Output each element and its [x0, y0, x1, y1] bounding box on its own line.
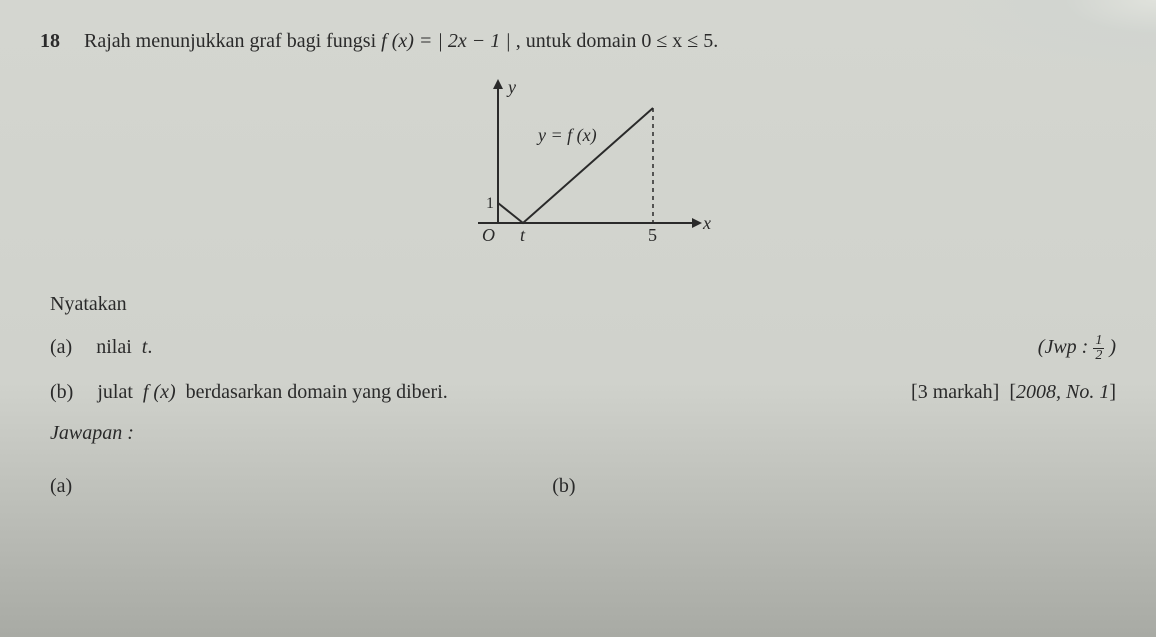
- label-y: y: [506, 77, 516, 97]
- label-1: 1: [486, 195, 494, 212]
- part-b-row: (b) julat f (x) berdasarkan domain yang …: [50, 381, 1116, 404]
- part-a-text: nilai t.: [96, 336, 152, 359]
- part-b-left: (b) julat f (x) berdasarkan domain yang …: [50, 381, 448, 404]
- jwp-num: 1: [1093, 334, 1104, 349]
- label-O: O: [482, 225, 495, 245]
- jawapan: Jawapan :: [50, 422, 1116, 445]
- question-text-after: , untuk domain 0 ≤ x ≤ 5.: [516, 30, 719, 52]
- graph-container: 1 y x O t 5 y = f (x): [40, 73, 1116, 253]
- page: 18 Rajah menunjukkan graf bagi fungsi f …: [0, 0, 1156, 637]
- question-number: 18: [40, 30, 60, 53]
- answer-a: (a): [50, 475, 72, 498]
- label-x: x: [702, 213, 711, 233]
- y-axis-arrow: [493, 79, 503, 89]
- x-axis-arrow: [692, 218, 702, 228]
- part-b-label: (b): [50, 381, 73, 404]
- part-a-label: (a): [50, 336, 72, 359]
- label-5: 5: [648, 225, 657, 245]
- question-text-before: Rajah menunjukkan graf bagi fungsi: [84, 30, 381, 52]
- answer-row: (a) (b): [50, 475, 1116, 498]
- nyatakan: Nyatakan: [50, 293, 1116, 316]
- jwp-fraction: 1 2: [1093, 334, 1104, 363]
- question-function: f (x) = | 2x − 1 |: [381, 30, 511, 52]
- marks: [3 markah] [2008, No. 1]: [911, 381, 1116, 404]
- part-a-left: (a) nilai t.: [50, 336, 152, 359]
- jwp-prefix: (Jwp :: [1038, 336, 1094, 358]
- label-t: t: [520, 225, 526, 245]
- answer-b: (b): [552, 475, 575, 498]
- graph-svg: 1 y x O t 5 y = f (x): [438, 73, 718, 253]
- jwp-den: 2: [1093, 349, 1104, 363]
- question-text: Rajah menunjukkan graf bagi fungsi f (x)…: [84, 30, 718, 53]
- jwp-suffix: ): [1109, 336, 1116, 358]
- part-a-row: (a) nilai t. (Jwp : 1 2 ): [50, 334, 1116, 363]
- answer-hint: (Jwp : 1 2 ): [1038, 334, 1116, 363]
- part-b-text: julat f (x) berdasarkan domain yang dibe…: [97, 381, 447, 404]
- paper-corner: [936, 0, 1156, 80]
- curve-label: y = f (x): [536, 125, 597, 146]
